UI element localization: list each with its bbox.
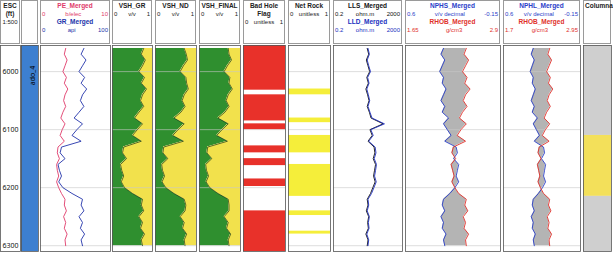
- html-text:0: 0: [157, 11, 161, 17]
- html-text:1: 1: [324, 11, 328, 17]
- svg-text:6300: 6300: [2, 241, 18, 250]
- html-text:2.9: 2.9: [489, 27, 498, 33]
- html-text:1: 1: [279, 19, 283, 25]
- html-text:1:500: 1:500: [2, 19, 18, 25]
- html-text:0: 0: [201, 11, 205, 17]
- html-text:0: 0: [42, 27, 46, 33]
- html-text:g/cm3: g/cm3: [446, 27, 463, 33]
- html-text:v/v decimal: v/v decimal: [434, 11, 465, 17]
- html-text:0: 0: [290, 11, 294, 17]
- html-text:VSH_FINAL: VSH_FINAL: [201, 2, 238, 9]
- html-text:-0.15: -0.15: [564, 11, 578, 17]
- html-text:2000: 2000: [386, 11, 400, 17]
- html-text:unitless: unitless: [298, 11, 320, 17]
- html-text:2000: 2000: [386, 27, 400, 33]
- svg-text:ado_4: ado_4: [28, 66, 37, 86]
- html-text:b/elec: b/elec: [65, 11, 82, 17]
- html-text:0.2: 0.2: [335, 11, 344, 17]
- html-text:Bad Hole Flag: Bad Hole Flag: [249, 2, 279, 17]
- html-text:NPHL_Merged: NPHL_Merged: [519, 2, 564, 9]
- html-text:0.6: 0.6: [407, 11, 416, 17]
- html-text:v/v: v/v: [215, 11, 224, 17]
- html-text:2.95: 2.95: [566, 27, 578, 33]
- html-text:LLS_Merged: LLS_Merged: [348, 2, 387, 9]
- html-text:VSH_GR: VSH_GR: [118, 2, 146, 9]
- html-text:1: 1: [146, 11, 150, 17]
- svg-text:6000: 6000: [2, 67, 18, 76]
- html-text:ESC (ft): ESC (ft): [3, 2, 17, 17]
- svg-text:6200: 6200: [2, 183, 18, 192]
- svg-text:6100: 6100: [2, 125, 18, 134]
- html-text:0: 0: [114, 11, 118, 17]
- html-text:v/v decimal: v/v decimal: [523, 11, 554, 17]
- html-text:PE_Merged: PE_Merged: [57, 2, 93, 9]
- html-text:1.7: 1.7: [505, 27, 514, 33]
- html-text:1.65: 1.65: [407, 27, 419, 33]
- html-text:unitless: unitless: [253, 19, 275, 25]
- html-text:Columna: Columna: [585, 2, 613, 9]
- html-text:1: 1: [234, 11, 238, 17]
- html-text:GR_Merged: GR_Merged: [56, 18, 94, 25]
- html-text:0.2: 0.2: [335, 27, 344, 33]
- html-text:LLD_Merged: LLD_Merged: [347, 18, 388, 25]
- html-text:0.6: 0.6: [505, 11, 514, 17]
- html-text:VSH_ND: VSH_ND: [162, 2, 189, 9]
- html-text:v/v: v/v: [171, 11, 180, 17]
- html-text:RHOB_Merged: RHOB_Merged: [429, 18, 476, 25]
- html-text:NPHS_Merged: NPHS_Merged: [430, 2, 475, 9]
- html-text:RHOB_Merged: RHOB_Merged: [518, 18, 565, 25]
- html-text:ohm.m: ohm.m: [355, 11, 375, 17]
- html-text:0: 0: [245, 19, 249, 25]
- html-text:g/cm3: g/cm3: [531, 27, 548, 33]
- html-text:-0.15: -0.15: [484, 11, 498, 17]
- html-text:api: api: [67, 27, 76, 33]
- html-text:10: 10: [101, 11, 108, 17]
- html-text:v/v: v/v: [128, 11, 136, 17]
- html-text:ohm.m: ohm.m: [355, 27, 375, 33]
- html-text:100: 100: [98, 27, 108, 33]
- html-text:0: 0: [42, 11, 46, 17]
- html-text:Net Rock: Net Rock: [294, 2, 324, 9]
- html-text:1: 1: [190, 11, 194, 17]
